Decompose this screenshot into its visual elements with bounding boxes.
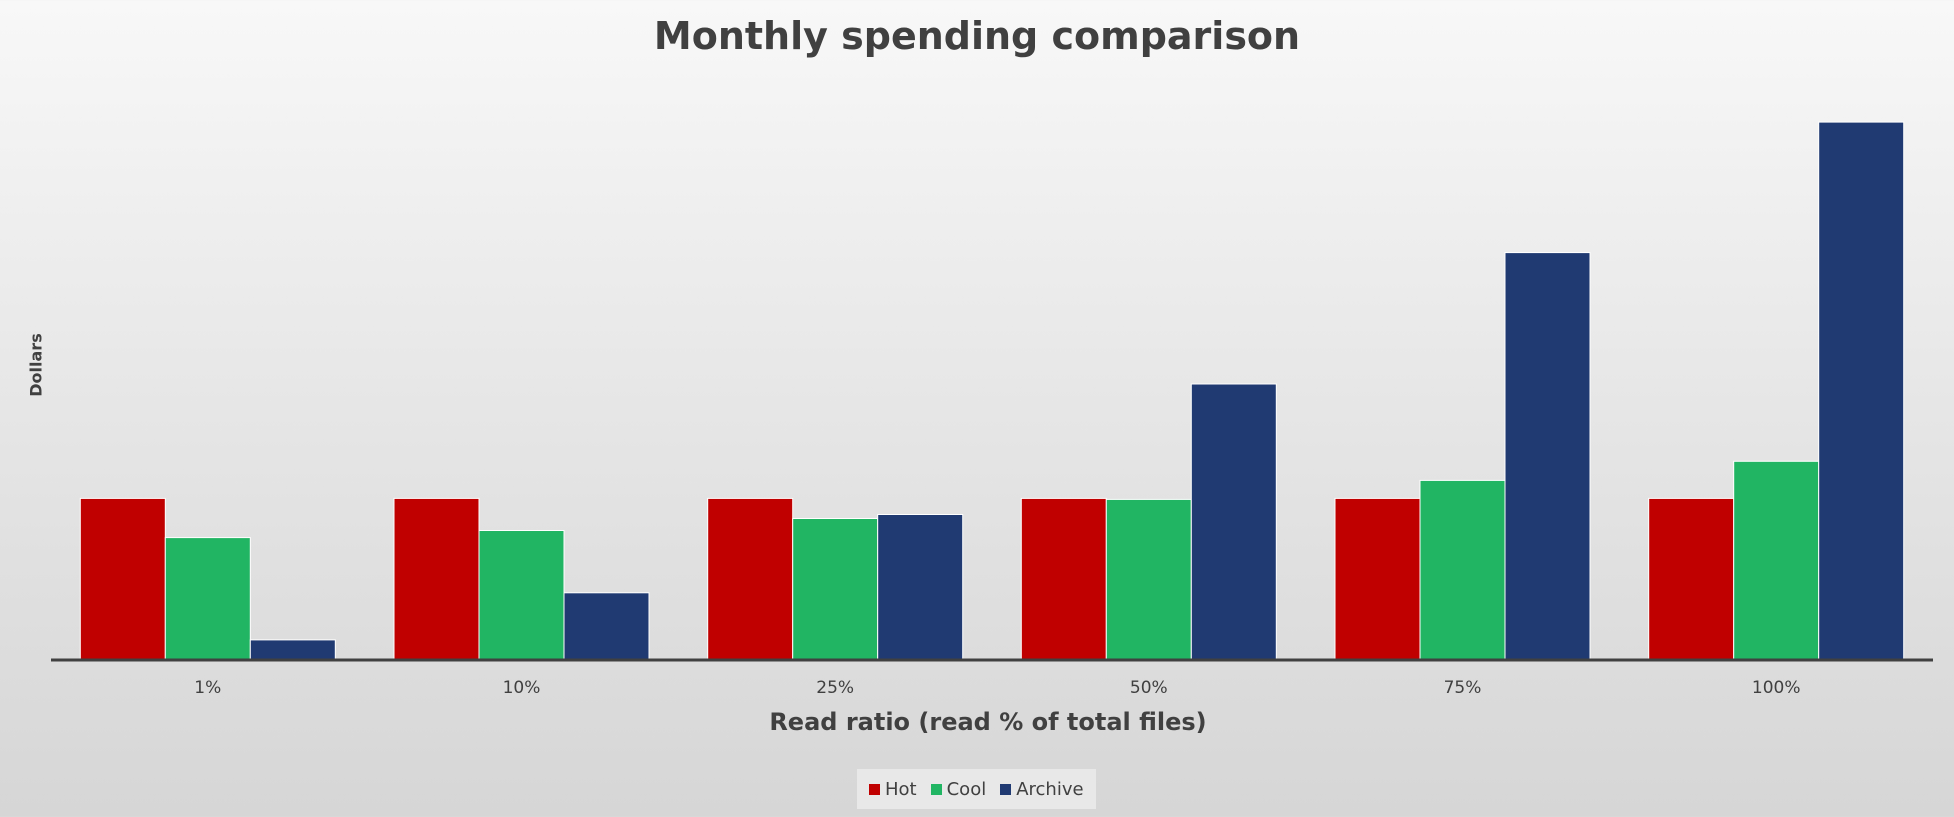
legend-swatch-hot [869,783,880,795]
bar-archive-75pct [1504,252,1591,660]
bar-hot-100pct [1648,497,1735,660]
x-tick-labels: 1% 10% 25% 50% 75% 100% [194,678,1800,698]
bar-cool-25pct [792,518,879,660]
bar-hot-75pct [1334,497,1421,660]
legend-swatch-cool [930,783,942,795]
bar-cool-10pct [478,530,565,660]
bar-cool-1pct [164,537,251,660]
x-tick-label-10pct: 10% [503,678,541,698]
bar-cool-50pct [1105,498,1192,660]
bar-archive-1pct [249,639,336,660]
bar-hot-50pct [1020,497,1107,660]
bars-group [79,121,1905,660]
x-axis-label: Read ratio (read % of total files) [769,708,1207,736]
bar-archive-50pct [1190,383,1277,660]
legend-label-archive: Archive [1016,778,1084,800]
bar-archive-100pct [1818,121,1905,660]
x-tick-label-50pct: 50% [1130,678,1168,698]
bar-hot-10pct [393,497,480,660]
bar-hot-1pct [79,497,166,660]
x-tick-label-25pct: 25% [816,678,854,698]
legend-item-archive: Archive [1000,778,1084,800]
legend-item-cool: Cool [930,778,987,800]
legend-label-cool: Cool [946,778,987,800]
bar-cool-75pct [1419,479,1506,660]
x-tick-label-100pct: 100% [1752,678,1801,698]
legend-item-hot: Hot [869,779,917,800]
legend: Hot Cool Archive [857,769,1096,809]
chart-title: Monthly spending comparison [653,14,1301,58]
bar-cool-100pct [1733,460,1820,660]
x-tick-label-1pct: 1% [194,678,221,698]
legend-label-hot: Hot [885,778,917,800]
x-tick-label-75pct: 75% [1444,678,1482,698]
bar-hot-25pct [707,497,794,660]
legend-swatch-archive [1000,783,1012,795]
bar-archive-25pct [877,514,964,660]
bar-archive-10pct [563,592,650,660]
